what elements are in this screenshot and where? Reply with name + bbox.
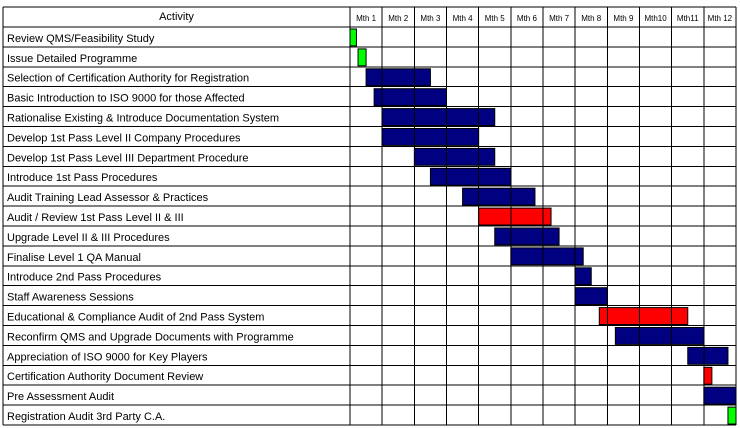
month-label: Mth10 [644,14,667,23]
task-bar [574,287,608,306]
task-label: Audit / Review 1st Pass Level II & III [7,212,184,224]
task-label: Introduce 1st Pass Procedures [7,172,158,184]
task-bar [510,247,584,266]
task-bar [727,406,737,425]
month-label: Mth11 [677,14,699,23]
task-bar [365,68,431,87]
task-bar [429,167,512,186]
month-label: Mth 5 [485,14,506,23]
month-label: Mth 3 [420,14,441,23]
task-bar [462,187,536,206]
task-bar [703,386,737,405]
task-bar [614,327,705,345]
task-label: Certification Authority Document Review [7,371,203,383]
task-bar [413,147,496,166]
month-label: Mth 12 [708,14,733,23]
task-label: Audit Training Lead Assessor & Practices [7,192,209,204]
task-label: Issue Detailed Programme [7,53,137,65]
task-bar [598,307,689,326]
task-label: Reconfirm QMS and Upgrade Documents with… [7,331,294,343]
month-label: Mth 9 [613,14,634,23]
activity-header: Activity [159,11,194,23]
task-label: Review QMS/Feasibility Study [7,33,155,45]
task-bar [703,366,713,385]
task-bars [349,28,737,425]
task-label: Pre Assessment Audit [7,391,114,403]
task-label: Upgrade Level II & III Procedures [7,232,170,244]
task-bar [574,267,592,286]
task-label: Registration Audit 3rd Party C.A. [7,411,165,423]
task-label: Selection of Certification Authority for… [7,73,249,85]
task-bar [373,88,447,107]
task-label: Rationalise Existing & Introduce Documen… [7,113,279,125]
month-label: Mth 8 [581,14,602,23]
month-label: Mth 2 [388,14,409,23]
task-label: Basic Introduction to ISO 9000 for those… [7,93,245,105]
task-label: Educational & Compliance Audit of 2nd Pa… [7,312,264,324]
month-label: Mth 1 [356,14,377,23]
task-label: Develop 1st Pass Level III Department Pr… [7,152,249,164]
task-bar [381,108,496,126]
task-label: Appreciation of ISO 9000 for Key Players [7,351,208,363]
task-label: Finalise Level 1 QA Manual [7,252,141,264]
grid-lines [2,6,737,426]
task-bar [478,207,552,226]
task-label: Introduce 2nd Pass Procedures [7,272,162,284]
month-label: Mth 7 [549,14,570,23]
month-label: Mth 6 [517,14,538,23]
task-label: Staff Awareness Sessions [7,292,134,304]
labels: Activity Mth 1 Mth 2 Mth 3 Mth 4 Mth 5 Mth 6 M… [7,11,733,423]
task-bar [494,227,560,246]
task-bar [357,48,367,67]
task-bar [349,28,357,47]
task-bar [687,346,729,365]
task-label: Develop 1st Pass Level II Company Proced… [7,132,241,144]
month-label: Mth 4 [453,14,474,23]
task-bar [381,128,480,146]
